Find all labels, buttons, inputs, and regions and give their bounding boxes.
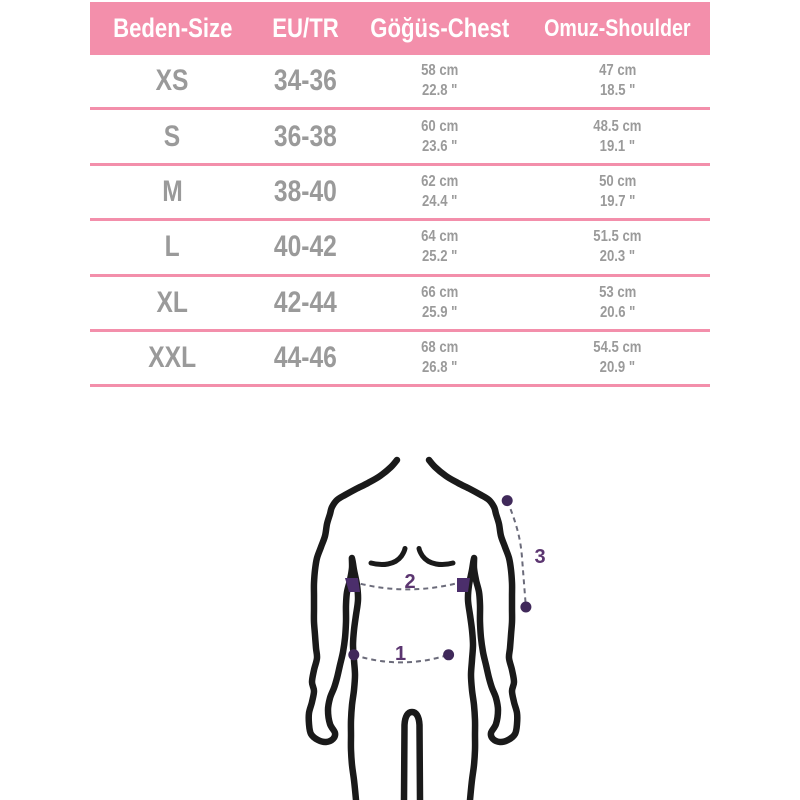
svg-text:2: 2: [404, 571, 415, 593]
svg-text:1: 1: [395, 643, 406, 665]
svg-text:3: 3: [534, 546, 545, 568]
